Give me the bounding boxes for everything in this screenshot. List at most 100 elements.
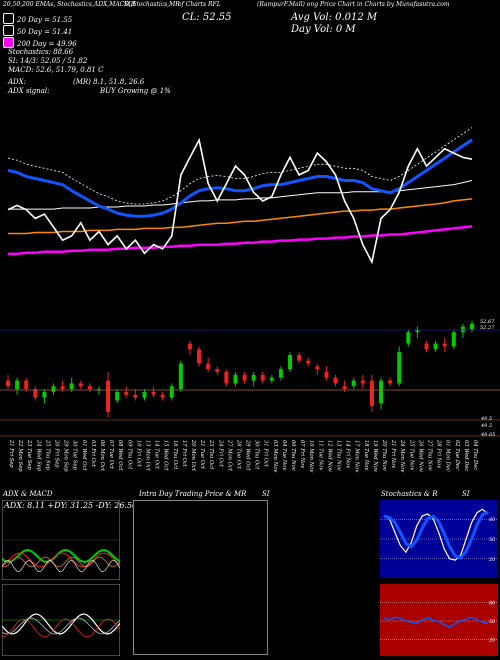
date-tick-label: 13 Thu Nov bbox=[336, 440, 342, 471]
candle-body bbox=[351, 380, 356, 387]
adx-minus-line bbox=[2, 552, 120, 568]
si-value: SI: 14/3: 52.05 / 51.82 bbox=[8, 57, 88, 65]
candle-body bbox=[470, 323, 474, 330]
candle-body bbox=[278, 369, 283, 378]
date-tick-label: 17 Mon Nov bbox=[354, 440, 360, 472]
close-price: CL: 52.55 bbox=[182, 12, 232, 23]
date-tick-label: 29 Mon Sep bbox=[63, 439, 69, 472]
date-tick-label: 20 Thu Nov bbox=[381, 439, 387, 471]
date-tick-label: 10 Mon Nov bbox=[308, 440, 314, 472]
price-label-low3: 48.65 bbox=[481, 432, 496, 438]
day-volume: Day Vol: 0 M bbox=[291, 24, 356, 35]
candle-body bbox=[379, 380, 384, 404]
ema200-line bbox=[8, 225, 473, 256]
date-tick-label: 21 Fri Sep bbox=[8, 439, 14, 468]
adx-panel bbox=[2, 500, 120, 580]
date-tick-label: 18 Tue Nov bbox=[363, 440, 369, 470]
candle-body bbox=[333, 377, 338, 384]
candle-body bbox=[42, 391, 47, 398]
date-tick-label: 08 Wed Oct bbox=[117, 440, 123, 471]
candle-body bbox=[6, 380, 10, 387]
date-tick-label: 06 Thu Nov bbox=[290, 440, 296, 471]
stoch-level-label: 80 bbox=[489, 517, 496, 523]
candle-body bbox=[406, 332, 411, 344]
date-tick-label: 22 Mon Sep bbox=[17, 439, 23, 472]
date-tick-label: 03 Mon Nov bbox=[272, 440, 278, 472]
mr-panel: 80 50 20 bbox=[380, 584, 498, 656]
price-label-top2: 52.27 bbox=[480, 325, 495, 331]
header-mid1: SI,Stochastics,MR bbox=[124, 1, 180, 8]
date-tick-label: 31 Fri Oct bbox=[263, 440, 269, 468]
date-tick-label: 24 Wed Sep bbox=[35, 439, 41, 472]
date-axis: 21 Fri Sep 22 Mon Sep 23 Tue Sep 24 Wed Sep… bbox=[8, 439, 478, 472]
price-label-top1: 52.67 bbox=[480, 319, 495, 325]
candle-body bbox=[24, 380, 29, 390]
date-tick-label: 26 Fri Sep bbox=[53, 439, 59, 468]
adx-label: ADX: bbox=[8, 78, 27, 86]
stoch-k-line bbox=[383, 508, 489, 561]
candle-body bbox=[424, 343, 429, 350]
adx-white-line bbox=[2, 559, 120, 573]
date-tick-label: 11 Tue Nov bbox=[317, 440, 323, 470]
stochastics-panel: 80 50 20 bbox=[380, 500, 498, 578]
candle-body bbox=[269, 377, 274, 381]
candle-body bbox=[206, 363, 211, 370]
candle-body bbox=[460, 326, 465, 333]
date-tick-label: 28 Tue Oct bbox=[235, 439, 241, 470]
candle-body bbox=[388, 380, 393, 384]
legend-ema50: 50 Day = 51.41 bbox=[3, 25, 72, 36]
date-tick-label: 28 Fri Nov bbox=[436, 439, 442, 468]
date-tick-label: 09 Thu Oct bbox=[126, 440, 132, 470]
stoch-si-label: SI bbox=[462, 490, 470, 498]
mr-level-label: 50 bbox=[489, 619, 496, 625]
price-label-low1: 49.5 bbox=[481, 416, 493, 422]
candle-body bbox=[87, 386, 92, 390]
date-tick-label: 16 Thu Oct bbox=[172, 440, 178, 470]
ema50-swatch bbox=[3, 25, 14, 36]
candle-body bbox=[306, 360, 311, 364]
ema-dotted-line bbox=[7, 127, 473, 205]
date-tick-label: 24 Fri Oct bbox=[217, 439, 223, 468]
intraday-si-label: SI bbox=[262, 490, 270, 498]
candle-body bbox=[442, 343, 447, 347]
date-tick-label: 04 Tue Nov bbox=[281, 440, 287, 470]
candle-body bbox=[96, 389, 101, 391]
candle-body bbox=[133, 394, 138, 398]
date-tick-label: 03 Wed Dec bbox=[463, 440, 469, 471]
ema20-label: 20 Day = 51.55 bbox=[17, 16, 73, 24]
date-tick-label: 14 Fri Nov bbox=[345, 440, 351, 468]
ema50-label: 50 Day = 51.41 bbox=[17, 28, 73, 36]
candle-body bbox=[433, 343, 438, 350]
candle-body bbox=[60, 386, 65, 390]
candle-body bbox=[142, 391, 147, 398]
date-tick-label: 25 Thu Sep bbox=[44, 439, 50, 471]
stoch-d-line bbox=[383, 510, 489, 560]
date-tick-label: 01 Mon Dec bbox=[445, 440, 451, 472]
ema20-line bbox=[7, 138, 473, 218]
candle-body bbox=[369, 380, 374, 407]
candle-body bbox=[415, 329, 420, 333]
date-tick-label: 04 Thu Dec bbox=[472, 440, 478, 470]
candle-body bbox=[451, 332, 456, 347]
date-tick-label: 07 Tue Oct bbox=[108, 440, 114, 470]
date-tick-label: 01 Wed Oct bbox=[81, 440, 87, 471]
candle-body bbox=[106, 380, 111, 412]
candle-layer bbox=[6, 320, 474, 418]
date-tick-label: 27 Thu Nov bbox=[427, 439, 433, 471]
adx-plus-line bbox=[2, 548, 120, 564]
candle-body bbox=[324, 372, 329, 378]
mr-line bbox=[383, 616, 489, 629]
date-tick-label: 12 Wed Nov bbox=[326, 440, 332, 472]
candle-body bbox=[360, 380, 365, 384]
date-tick-label: 30 Tue Sep bbox=[72, 440, 78, 470]
macd-panel bbox=[2, 584, 120, 656]
candle-body bbox=[178, 363, 183, 390]
macd-line bbox=[2, 613, 120, 635]
candle-body bbox=[15, 380, 20, 390]
date-tick-label: 30 Thu Oct bbox=[254, 440, 260, 470]
date-tick-label: 07 Fri Nov bbox=[299, 440, 305, 468]
candle-body bbox=[397, 352, 402, 384]
date-tick-label: 02 Tue Dec bbox=[454, 440, 460, 470]
macd-red-line bbox=[2, 618, 120, 638]
candle-body bbox=[288, 354, 293, 370]
